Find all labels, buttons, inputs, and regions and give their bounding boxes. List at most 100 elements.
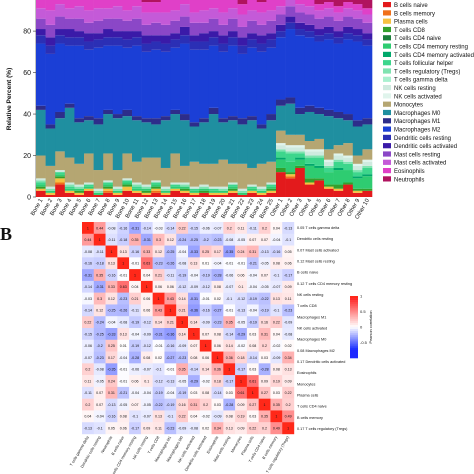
legend-entry: T cells CD4 naive — [394, 36, 442, 42]
heatmap-cell — [176, 292, 189, 305]
bar-segment — [352, 29, 363, 36]
heatmap-cell — [129, 280, 142, 293]
heatmap-value: -0.25 — [166, 250, 174, 254]
heatmap-cell — [223, 222, 236, 234]
legend-swatch — [383, 118, 391, 124]
bar-segment — [93, 0, 104, 9]
heatmap-cell — [129, 222, 142, 234]
heatmap-cell — [211, 375, 224, 388]
heatmap-value: -0.35 — [225, 250, 233, 254]
heatmap-cell — [270, 222, 283, 234]
legend-swatch — [383, 93, 391, 99]
bar-segment — [333, 118, 344, 146]
heatmap-col-label: Monocytes — [230, 435, 243, 453]
heatmap-value: 1 — [87, 226, 89, 230]
bar-segment — [74, 37, 85, 46]
heatmap-value: -0.05 — [260, 262, 268, 266]
heatmap-value: -0.06 — [202, 226, 210, 230]
heatmap-cell — [282, 280, 295, 293]
colorbar-band — [350, 304, 358, 307]
bar-segment — [112, 45, 123, 115]
bar-segment — [324, 165, 334, 168]
bar-segment — [343, 16, 354, 27]
heatmap-value: -0.13 — [284, 226, 292, 230]
heatmap-cell — [246, 398, 259, 411]
heatmap-cell — [223, 375, 236, 388]
bar-segment — [45, 37, 56, 46]
heatmap-cell — [164, 339, 177, 352]
heatmap-cell — [246, 257, 259, 270]
bar-segment — [122, 180, 133, 183]
heatmap-value: 0.21 — [179, 309, 186, 313]
heatmap-value: -0.01 — [119, 379, 127, 383]
bar-segment — [103, 192, 114, 197]
bar-segment — [84, 0, 94, 11]
bar-segment — [276, 143, 286, 146]
bar-segment — [36, 155, 46, 179]
bar-segment — [218, 12, 229, 25]
bar-segment — [343, 0, 354, 3]
heatmap-cell — [199, 328, 212, 340]
colorbar-band — [350, 341, 358, 344]
heatmap-value: 0.2 — [262, 226, 267, 230]
heatmap-value: 0.22 — [179, 226, 186, 230]
heatmap-cell — [223, 422, 236, 435]
heatmap-row-label: NK cells resting — [297, 293, 323, 297]
bar-segment — [84, 120, 94, 154]
heatmap-value: 0.14 — [179, 332, 186, 336]
heatmap-value: 0.08 — [273, 368, 280, 372]
heatmap-value: 0.08 — [120, 415, 127, 419]
bar-segment — [122, 182, 133, 185]
bar-segment — [74, 184, 85, 187]
heatmap-cell — [270, 410, 283, 423]
heatmap-value: 1 — [169, 309, 171, 313]
bar-segment — [132, 31, 142, 38]
bar-segment — [199, 163, 210, 185]
bar-segment — [84, 49, 94, 117]
bar-segment — [170, 0, 181, 11]
heatmap-cell — [129, 328, 142, 340]
bar-segment — [295, 22, 306, 30]
bar-segment — [36, 190, 46, 197]
bar-segment — [55, 172, 66, 175]
heatmap-value: 0.63 — [143, 262, 150, 266]
bar-segment — [199, 190, 210, 193]
bar-segment — [151, 188, 162, 191]
heatmap-cell — [152, 375, 165, 388]
heatmap-cell — [152, 386, 165, 399]
heatmap-cell — [93, 328, 106, 340]
bar-segment — [324, 161, 334, 166]
bar-segment — [218, 24, 229, 36]
heatmap-cell — [223, 280, 236, 293]
bar-segment — [314, 149, 325, 152]
heatmap-value: 0.03 — [273, 391, 280, 395]
heatmap-cell — [140, 304, 153, 317]
heatmap-cell — [164, 222, 177, 234]
heatmap-value: 0.08 — [249, 344, 256, 348]
heatmap-value: -0.04 — [178, 250, 186, 254]
heatmap-value: -0.09 — [178, 344, 186, 348]
legend-entry: T cells CD8 — [394, 28, 426, 34]
heatmap-cell — [223, 304, 236, 317]
heatmap-value: -0.19 — [131, 321, 139, 325]
bar-segment — [304, 182, 315, 185]
heatmap-value: 0.09 — [238, 427, 245, 431]
heatmap-value: -0.17 — [237, 368, 245, 372]
colorbar-band — [350, 320, 358, 324]
bar-segment — [74, 31, 85, 38]
bar-segment — [36, 186, 46, 189]
heatmap-value: 0.2 — [262, 427, 267, 431]
bar-segment — [247, 116, 258, 121]
bar-segment — [276, 24, 286, 32]
heatmap-cell — [246, 269, 259, 282]
heatmap-cell — [152, 316, 165, 329]
heatmap-value: -0.22 — [154, 403, 162, 407]
heatmap-cell — [199, 245, 212, 258]
heatmap-value: 0.06 — [155, 285, 162, 289]
bar-segment — [103, 186, 114, 189]
bar-segment — [228, 182, 238, 185]
heatmap-cell — [188, 410, 200, 423]
bar-segment — [314, 41, 325, 108]
bar-segment — [36, 188, 46, 191]
